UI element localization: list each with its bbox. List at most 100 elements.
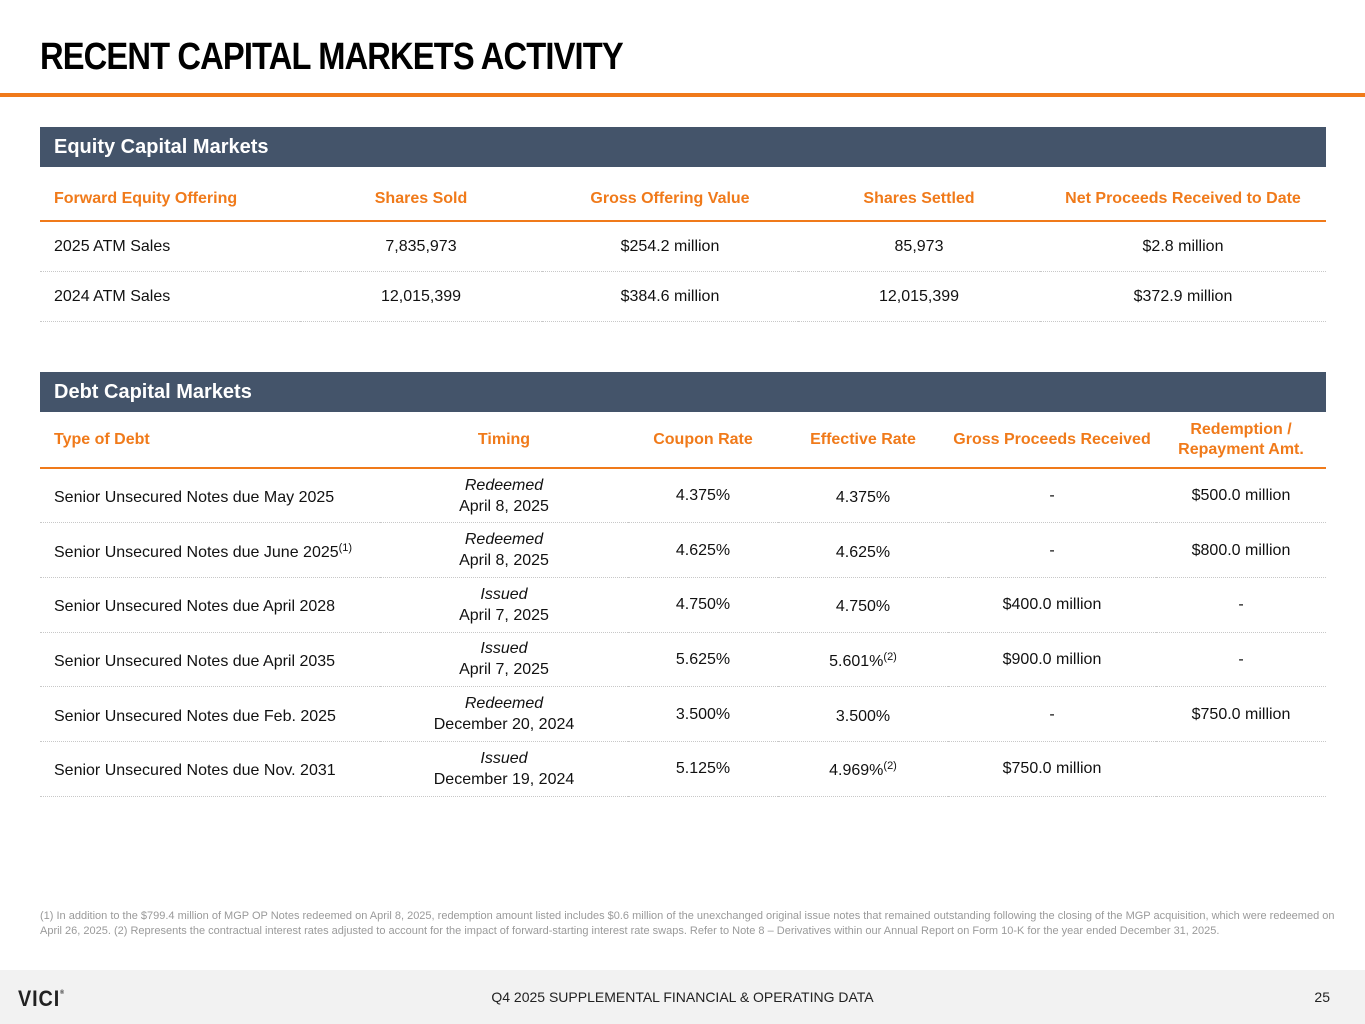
- title-divider: [0, 93, 1365, 97]
- table-row: Senior Unsecured Notes due Feb. 2025 Rede…: [40, 686, 1326, 742]
- debt-section-header: Debt Capital Markets: [40, 372, 1326, 412]
- column-header: Gross Offering Value: [542, 177, 798, 222]
- table-row: Senior Unsecured Notes due May 2025 Redee…: [40, 468, 1326, 524]
- footnote-marker: (1): [338, 541, 353, 554]
- debt-type: Senior Unsecured Notes due Nov. 2031: [54, 762, 336, 780]
- effective-rate-cell: 4.969%(2): [778, 741, 948, 797]
- effective-rate-cell: 4.375%: [778, 468, 948, 524]
- footnote-marker: (2): [883, 650, 897, 663]
- timing-date: April 8, 2025: [459, 552, 549, 570]
- column-header: Shares Sold: [300, 177, 542, 222]
- table-cell: $254.2 million: [542, 221, 798, 272]
- table-row: Senior Unsecured Notes due April 2035 Iss…: [40, 632, 1326, 688]
- timing-date: April 7, 2025: [459, 606, 549, 624]
- debt-table: Type of Debt Timing Coupon Rate Effective R…: [40, 412, 1326, 797]
- debt-type-cell: Senior Unsecured Notes due June 2025(1): [40, 522, 380, 578]
- timing-cell: Issued April 7, 2025: [380, 577, 628, 633]
- effective-rate: 4.750%: [835, 598, 891, 616]
- debt-type: Senior Unsecured Notes due June 2025: [54, 543, 339, 561]
- timing-cell: Issued April 7, 2025: [380, 632, 628, 688]
- table-cell: 2024 ATM Sales: [40, 271, 300, 322]
- page-title: RECENT CAPITAL MARKETS ACTIVITY: [40, 36, 624, 78]
- effective-rate-cell: 4.750%: [778, 577, 948, 633]
- timing-status: Redeemed: [464, 476, 544, 494]
- timing-date: December 19, 2024: [433, 770, 575, 788]
- coupon-rate: 4.750%: [628, 577, 778, 633]
- coupon-rate: 5.625%: [628, 632, 778, 688]
- effective-rate: 5.601%: [829, 652, 884, 670]
- vici-logo: VICI®: [18, 986, 65, 1011]
- debt-type: Senior Unsecured Notes due Feb. 2025: [54, 707, 336, 725]
- table-cell: $372.9 million: [1040, 271, 1326, 322]
- effective-rate: 4.625%: [835, 543, 891, 561]
- table-cell: 85,973: [798, 221, 1040, 272]
- effective-rate-cell: 5.601%(2): [778, 632, 948, 688]
- table-row: 2024 ATM Sales 12,015,399 $384.6 million 12…: [40, 271, 1326, 322]
- column-header: Timing: [380, 412, 628, 469]
- coupon-rate: 5.125%: [628, 741, 778, 797]
- redemption-amount: -: [1156, 632, 1326, 688]
- table-row: Senior Unsecured Notes due Nov. 2031 Issu…: [40, 741, 1326, 797]
- coupon-rate: 3.500%: [628, 686, 778, 742]
- timing-status: Issued: [480, 749, 528, 767]
- effective-rate-cell: 4.625%: [778, 522, 948, 578]
- gross-proceeds: -: [948, 522, 1156, 578]
- redemption-amount: $800.0 million: [1156, 522, 1326, 578]
- timing-date: December 20, 2024: [433, 716, 575, 734]
- debt-type-cell: Senior Unsecured Notes due Nov. 2031: [40, 741, 380, 797]
- coupon-rate: 4.375%: [628, 468, 778, 524]
- redemption-amount: $750.0 million: [1156, 686, 1326, 742]
- timing-cell: Redeemed April 8, 2025: [380, 522, 628, 578]
- gross-proceeds: $750.0 million: [948, 741, 1156, 797]
- timing-status: Redeemed: [464, 695, 544, 713]
- equity-table: Forward Equity Offering Shares Sold Gross …: [40, 177, 1326, 322]
- debt-type-cell: Senior Unsecured Notes due May 2025: [40, 468, 380, 524]
- effective-rate: 3.500%: [835, 707, 891, 725]
- table-cell: 2025 ATM Sales: [40, 221, 300, 272]
- table-cell: 12,015,399: [798, 271, 1040, 322]
- table-cell: 7,835,973: [300, 221, 542, 272]
- debt-type: Senior Unsecured Notes due April 2028: [54, 598, 336, 616]
- column-header: Shares Settled: [798, 177, 1040, 222]
- gross-proceeds: -: [948, 686, 1156, 742]
- column-header: Effective Rate: [778, 412, 948, 469]
- redemption-amount: $500.0 million: [1156, 468, 1326, 524]
- gross-proceeds: $400.0 million: [948, 577, 1156, 633]
- timing-status: Redeemed: [464, 531, 544, 549]
- table-cell: 12,015,399: [300, 271, 542, 322]
- page-number: 25: [1314, 989, 1330, 1005]
- column-header: Redemption / Repayment Amt.: [1156, 412, 1326, 469]
- column-header: Net Proceeds Received to Date: [1040, 177, 1326, 222]
- debt-type-cell: Senior Unsecured Notes due April 2028: [40, 577, 380, 633]
- timing-status: Issued: [480, 640, 528, 658]
- gross-proceeds: $900.0 million: [948, 632, 1156, 688]
- table-cell: $384.6 million: [542, 271, 798, 322]
- table-row: 2025 ATM Sales 7,835,973 $254.2 million 85,…: [40, 221, 1326, 272]
- redemption-amount: [1156, 741, 1326, 797]
- table-row: Senior Unsecured Notes due June 2025(1) R…: [40, 522, 1326, 578]
- effective-rate: 4.375%: [835, 489, 891, 507]
- timing-date: April 7, 2025: [459, 661, 549, 679]
- effective-rate: 4.969%: [829, 762, 884, 780]
- column-header: Forward Equity Offering: [40, 177, 300, 222]
- footer-text: Q4 2025 SUPPLEMENTAL FINANCIAL & OPERATI…: [491, 989, 874, 1005]
- timing-cell: Redeemed April 8, 2025: [380, 468, 628, 524]
- footer: VICI® Q4 2025 SUPPLEMENTAL FINANCIAL & O…: [0, 970, 1365, 1024]
- column-header: Gross Proceeds Received: [948, 412, 1156, 469]
- footnote-marker: (2): [883, 760, 897, 773]
- gross-proceeds: -: [948, 468, 1156, 524]
- debt-type-cell: Senior Unsecured Notes due April 2035: [40, 632, 380, 688]
- timing-status: Issued: [480, 585, 528, 603]
- timing-cell: Issued December 19, 2024: [380, 741, 628, 797]
- equity-section-header: Equity Capital Markets: [40, 127, 1326, 167]
- debt-type: Senior Unsecured Notes due May 2025: [54, 489, 335, 507]
- column-header: Type of Debt: [40, 412, 380, 469]
- debt-type: Senior Unsecured Notes due April 2035: [54, 652, 336, 670]
- timing-date: April 8, 2025: [459, 497, 549, 515]
- coupon-rate: 4.625%: [628, 522, 778, 578]
- redemption-amount: -: [1156, 577, 1326, 633]
- timing-cell: Redeemed December 20, 2024: [380, 686, 628, 742]
- column-header: Coupon Rate: [628, 412, 778, 469]
- footnote: (1) In addition to the $799.4 million of…: [40, 910, 1335, 937]
- debt-type-cell: Senior Unsecured Notes due Feb. 2025: [40, 686, 380, 742]
